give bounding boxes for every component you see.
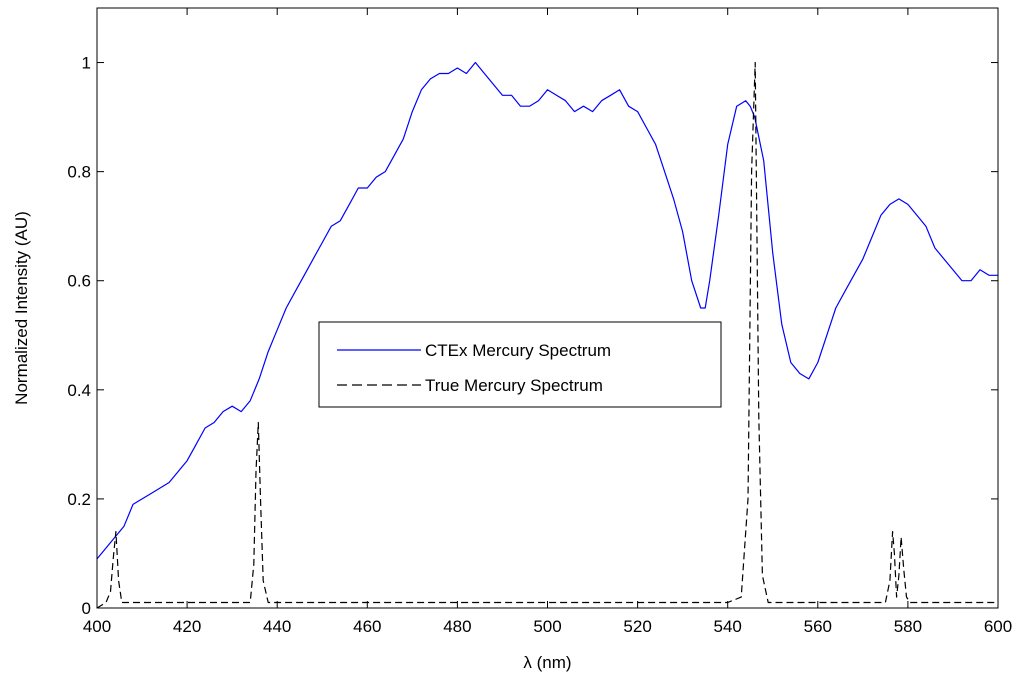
x-tick-label: 600: [984, 617, 1012, 636]
legend: CTEx Mercury Spectrum True Mercury Spect…: [318, 321, 722, 408]
x-tick-label: 580: [894, 617, 922, 636]
x-tick-label: 480: [443, 617, 471, 636]
x-tick-label: 420: [173, 617, 201, 636]
x-tick-label: 540: [714, 617, 742, 636]
x-tick-label: 440: [263, 617, 291, 636]
legend-box: [318, 321, 722, 408]
tick-layer: 400 420 440 460 480 500 520 540 560 580 600 0 0.2 0.4…: [67, 8, 1012, 636]
y-tick-label: 0: [82, 599, 91, 618]
y-tick-label: 0.8: [67, 163, 91, 182]
y-tick-label: 0.4: [67, 381, 91, 400]
y-tick-label: 1: [82, 54, 91, 73]
x-tick-label: 400: [83, 617, 111, 636]
plot-area: [97, 8, 998, 608]
legend-label-true: True Mercury Spectrum: [425, 376, 603, 395]
x-tick-label: 500: [533, 617, 561, 636]
x-tick-label: 560: [804, 617, 832, 636]
y-tick-label: 0.6: [67, 272, 91, 291]
legend-label-ctex: CTEx Mercury Spectrum: [425, 341, 611, 360]
x-tick-label: 460: [353, 617, 381, 636]
series-layer: [96, 61, 998, 609]
y-axis-title: Normalized Intensity (AU): [12, 211, 31, 405]
series-line-0: [96, 61, 998, 560]
series-line-1: [96, 61, 998, 609]
x-axis-title: λ (nm): [523, 653, 571, 672]
y-tick-label: 0.2: [67, 490, 91, 509]
x-tick-label: 520: [623, 617, 651, 636]
